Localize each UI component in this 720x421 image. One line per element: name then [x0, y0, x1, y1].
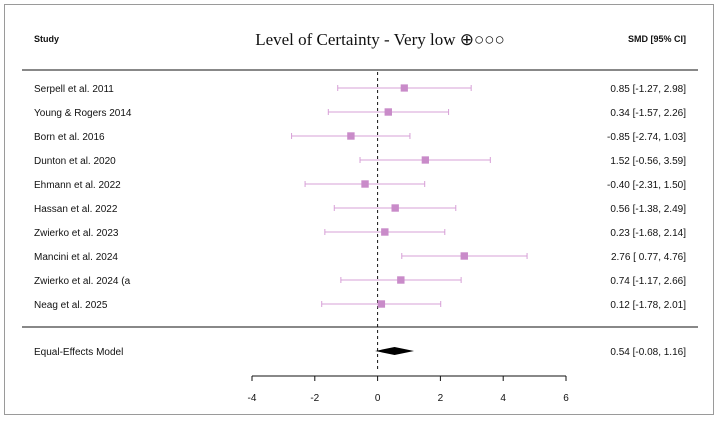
point-estimate	[347, 132, 355, 140]
x-axis: -4 -2 0 2 4 6	[248, 375, 569, 404]
effect-size-label: 0.23 [-1.68, 2.14]	[610, 228, 686, 239]
study-row: Young & Rogers 2014 0.34 [-1.57, 2.26]	[34, 108, 686, 119]
study-label: Serpell et al. 2011	[34, 84, 114, 95]
x-tick-label: -2	[310, 393, 319, 404]
chart-title: Level of Certainty - Very low ⊕○○○	[255, 30, 505, 49]
point-estimate	[361, 180, 369, 188]
study-row: Dunton et al. 2020 1.52 [-0.56, 3.59]	[34, 156, 686, 167]
x-tick-label: 4	[500, 393, 506, 404]
effect-size-label: -0.85 [-2.74, 1.03]	[607, 132, 686, 143]
effect-size-label: 0.85 [-1.27, 2.98]	[610, 84, 686, 95]
summary-diamond	[375, 347, 415, 355]
study-label: Young & Rogers 2014	[34, 108, 132, 119]
study-row: Zwierko et al. 2023 0.23 [-1.68, 2.14]	[34, 228, 686, 239]
figure-frame	[4, 4, 714, 415]
effect-size-label: 0.74 [-1.17, 2.66]	[610, 276, 686, 287]
study-row: Zwierko et al. 2024 (a 0.74 [-1.17, 2.66]	[34, 276, 686, 287]
summary-effect-label: 0.54 [-0.08, 1.16]	[610, 347, 686, 358]
point-estimate	[381, 228, 389, 236]
study-row: Hassan et al. 2022 0.56 [-1.38, 2.49]	[34, 204, 686, 215]
study-row: Born et al. 2016 -0.85 [-2.74, 1.03]	[34, 132, 686, 143]
study-label: Born et al. 2016	[34, 132, 105, 143]
effect-column-header: SMD [95% CI]	[628, 34, 686, 44]
x-tick-label: 2	[438, 393, 444, 404]
study-row: Mancini et al. 2024 2.76 [ 0.77, 4.76]	[34, 252, 686, 263]
effect-size-label: 0.12 [-1.78, 2.01]	[610, 300, 686, 311]
study-column-header: Study	[34, 34, 59, 44]
point-estimate	[397, 276, 405, 284]
study-row: Serpell et al. 2011 0.85 [-1.27, 2.98]	[34, 84, 686, 95]
study-label: Zwierko et al. 2023	[34, 228, 119, 239]
study-label: Mancini et al. 2024	[34, 252, 118, 263]
point-estimate	[421, 156, 429, 164]
effect-size-label: -0.40 [-2.31, 1.50]	[607, 180, 686, 191]
summary-row: Equal-Effects Model 0.54 [-0.08, 1.16]	[34, 347, 686, 358]
study-label: Dunton et al. 2020	[34, 156, 116, 167]
study-row: Ehmann et al. 2022 -0.40 [-2.31, 1.50]	[34, 180, 686, 191]
x-tick-label: 0	[375, 393, 381, 404]
study-label: Zwierko et al. 2024 (a	[34, 276, 131, 287]
point-estimate	[460, 252, 468, 260]
summary-label: Equal-Effects Model	[34, 347, 123, 358]
point-estimate	[377, 300, 386, 308]
study-rows: Serpell et al. 2011 0.85 [-1.27, 2.98] You…	[34, 72, 686, 372]
study-row: Neag et al. 2025 0.12 [-1.78, 2.01]	[34, 300, 686, 311]
x-tick-label: -4	[248, 393, 257, 404]
effect-size-label: 1.52 [-0.56, 3.59]	[610, 156, 686, 167]
study-label: Ehmann et al. 2022	[34, 180, 121, 191]
effect-size-label: 0.34 [-1.57, 2.26]	[610, 108, 686, 119]
study-label: Neag et al. 2025	[34, 300, 108, 311]
point-estimate	[384, 108, 392, 116]
point-estimate	[400, 84, 408, 92]
point-estimate	[391, 204, 399, 212]
study-label: Hassan et al. 2022	[34, 204, 118, 215]
effect-size-label: 0.56 [-1.38, 2.49]	[610, 204, 686, 215]
x-tick-label: 6	[563, 393, 569, 404]
effect-size-label: 2.76 [ 0.77, 4.76]	[611, 252, 686, 263]
